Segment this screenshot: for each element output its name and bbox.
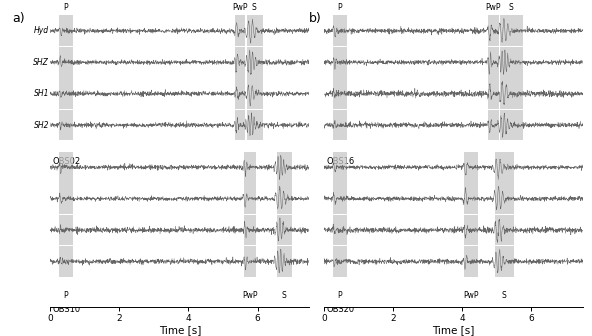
Bar (59, 215, 73, 245)
Text: Hyd: Hyd (34, 26, 49, 35)
Text: SH1: SH1 (34, 89, 49, 98)
Bar (495, 152, 514, 183)
Bar (59, 183, 73, 214)
Text: S: S (508, 3, 513, 12)
Bar (276, 183, 292, 214)
Text: a): a) (12, 12, 24, 25)
Text: OBS16: OBS16 (327, 157, 355, 166)
Bar (500, 78, 523, 109)
Bar (495, 215, 514, 245)
Bar (244, 215, 256, 245)
Bar (495, 183, 514, 214)
Bar (244, 246, 256, 277)
Bar (59, 47, 73, 78)
Bar (247, 110, 263, 140)
Bar (235, 78, 246, 109)
Bar (333, 152, 346, 183)
Bar (333, 215, 346, 245)
Text: PwP: PwP (242, 291, 258, 300)
Bar (59, 15, 73, 46)
Bar (464, 183, 478, 214)
Text: PwP: PwP (233, 3, 248, 12)
X-axis label: Time [s]: Time [s] (432, 326, 475, 335)
Bar (333, 110, 346, 140)
Text: P: P (63, 291, 68, 300)
Bar (244, 152, 256, 183)
X-axis label: Time [s]: Time [s] (159, 326, 201, 335)
Bar (244, 183, 256, 214)
Bar (59, 246, 73, 277)
Bar (59, 78, 73, 109)
Bar (333, 183, 346, 214)
Text: PwP: PwP (463, 291, 479, 300)
Bar (495, 246, 514, 277)
Bar (500, 47, 523, 78)
Bar (59, 110, 73, 140)
Bar (247, 15, 263, 46)
Text: P: P (337, 291, 342, 300)
Bar (59, 152, 73, 183)
Bar (333, 47, 346, 78)
Bar (488, 78, 498, 109)
Bar (488, 47, 498, 78)
Bar (464, 246, 478, 277)
Bar (333, 15, 346, 46)
Text: OBS10: OBS10 (53, 304, 81, 313)
Bar (333, 246, 346, 277)
Bar (276, 152, 292, 183)
Bar (464, 215, 478, 245)
Text: OBS20: OBS20 (327, 304, 355, 313)
Bar (500, 110, 523, 140)
Bar (333, 78, 346, 109)
Text: PwP: PwP (485, 3, 501, 12)
Bar (247, 47, 263, 78)
Bar (464, 152, 478, 183)
Bar (247, 78, 263, 109)
Bar (235, 110, 246, 140)
Text: S: S (281, 291, 286, 300)
Text: OBS02: OBS02 (53, 157, 81, 166)
Bar (488, 110, 498, 140)
Text: P: P (63, 3, 68, 12)
Text: S: S (501, 291, 506, 300)
Bar (488, 15, 498, 46)
Text: SHZ: SHZ (33, 58, 49, 67)
Bar (276, 246, 292, 277)
Text: S: S (252, 3, 256, 12)
Text: b): b) (309, 12, 322, 25)
Text: SH2: SH2 (34, 121, 49, 130)
Bar (500, 15, 523, 46)
Bar (235, 47, 246, 78)
Text: P: P (337, 3, 342, 12)
Bar (276, 215, 292, 245)
Bar (235, 15, 246, 46)
